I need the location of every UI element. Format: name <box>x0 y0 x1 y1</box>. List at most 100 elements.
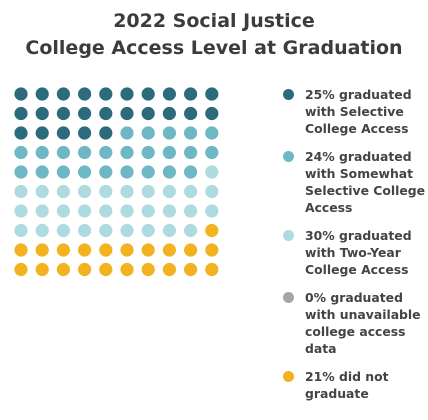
legend-item-somewhat-selective: 24% graduated with Somewhat Selective Co… <box>283 148 428 216</box>
waffle-cell <box>141 145 155 160</box>
legend-swatch <box>283 292 294 303</box>
waffle-cell <box>141 184 155 199</box>
waffle-cell <box>78 145 92 160</box>
waffle-cell <box>120 106 134 121</box>
waffle-cell <box>14 87 28 101</box>
waffle-cell <box>162 262 176 277</box>
legend-item-two-year: 30% graduated with Two-Year College Acce… <box>283 227 428 278</box>
waffle-cell <box>162 184 176 199</box>
waffle-cell <box>14 106 28 121</box>
waffle-cell <box>205 126 219 140</box>
waffle-cell <box>205 262 219 277</box>
waffle-cell <box>35 126 49 140</box>
waffle-cell <box>78 184 92 199</box>
legend-item-unavailable: 0% graduated with unavailable college ac… <box>283 289 428 357</box>
legend-swatch <box>283 371 294 382</box>
waffle-cell <box>184 204 198 218</box>
waffle-cell <box>78 223 92 238</box>
waffle-cell <box>35 87 49 101</box>
waffle-cell <box>162 165 176 179</box>
waffle-cell <box>56 145 70 160</box>
waffle-cell <box>56 126 70 140</box>
waffle-cell <box>184 106 198 121</box>
legend-swatch <box>283 230 294 241</box>
waffle-cell <box>184 223 198 238</box>
waffle-cell <box>14 126 28 140</box>
waffle-cell <box>141 165 155 179</box>
waffle-cell <box>184 126 198 140</box>
waffle-cell <box>35 262 49 277</box>
waffle-cell <box>141 262 155 277</box>
waffle-cell <box>14 204 28 218</box>
waffle-cell <box>205 184 219 199</box>
waffle-cell <box>184 165 198 179</box>
chart-title-line-2: College Access Level at Graduation <box>25 37 403 59</box>
chart-title-line-1: 2022 Social Justice <box>113 10 315 32</box>
waffle-cell <box>162 126 176 140</box>
waffle-cell <box>56 243 70 257</box>
waffle-cell <box>99 243 113 257</box>
legend-swatch <box>283 89 294 100</box>
waffle-cell <box>120 223 134 238</box>
waffle-cell <box>205 204 219 218</box>
waffle-cell <box>120 126 134 140</box>
waffle-cell <box>35 145 49 160</box>
waffle-cell <box>56 106 70 121</box>
waffle-cell <box>56 204 70 218</box>
legend: 25% graduated with Selective College Acc… <box>283 86 428 413</box>
legend-label: 0% graduated with unavailable college ac… <box>305 290 421 356</box>
waffle-cell <box>56 262 70 277</box>
waffle-cell <box>205 145 219 160</box>
waffle-cell <box>141 126 155 140</box>
legend-label: 24% graduated with Somewhat Selective Co… <box>305 149 426 215</box>
waffle-cell <box>141 204 155 218</box>
waffle-cell <box>99 145 113 160</box>
waffle-cell <box>14 184 28 199</box>
waffle-cell <box>184 243 198 257</box>
chart-title: 2022 Social Justice College Access Level… <box>0 8 428 62</box>
waffle-cell <box>120 262 134 277</box>
waffle-cell <box>99 184 113 199</box>
waffle-cell <box>35 223 49 238</box>
waffle-cell <box>162 243 176 257</box>
waffle-cell <box>99 165 113 179</box>
legend-item-did-not-graduate: 21% did not graduate <box>283 368 428 402</box>
waffle-cell <box>14 262 28 277</box>
waffle-cell <box>35 106 49 121</box>
waffle-cell <box>120 184 134 199</box>
waffle-cell <box>99 106 113 121</box>
waffle-cell <box>99 204 113 218</box>
waffle-cell <box>56 87 70 101</box>
waffle-cell <box>78 106 92 121</box>
waffle-cell <box>78 87 92 101</box>
waffle-cell <box>205 87 219 101</box>
waffle-cell <box>120 87 134 101</box>
waffle-cell <box>14 165 28 179</box>
waffle-cell <box>99 262 113 277</box>
legend-item-selective: 25% graduated with Selective College Acc… <box>283 86 428 137</box>
waffle-cell <box>99 126 113 140</box>
waffle-cell <box>78 126 92 140</box>
waffle-cell <box>56 165 70 179</box>
waffle-cell <box>184 184 198 199</box>
waffle-cell <box>56 223 70 238</box>
legend-swatch <box>283 151 294 162</box>
waffle-cell <box>184 87 198 101</box>
waffle-cell <box>120 204 134 218</box>
waffle-cell <box>205 243 219 257</box>
waffle-cell <box>184 262 198 277</box>
waffle-cell <box>205 165 219 179</box>
waffle-cell <box>78 204 92 218</box>
waffle-cell <box>162 145 176 160</box>
waffle-cell <box>162 106 176 121</box>
waffle-cell <box>162 87 176 101</box>
legend-label: 21% did not graduate <box>305 369 389 401</box>
waffle-cell <box>141 106 155 121</box>
waffle-cell <box>99 223 113 238</box>
waffle-cell <box>120 145 134 160</box>
waffle-cell <box>35 184 49 199</box>
waffle-cell <box>35 243 49 257</box>
waffle-cell <box>78 165 92 179</box>
waffle-cell <box>141 243 155 257</box>
